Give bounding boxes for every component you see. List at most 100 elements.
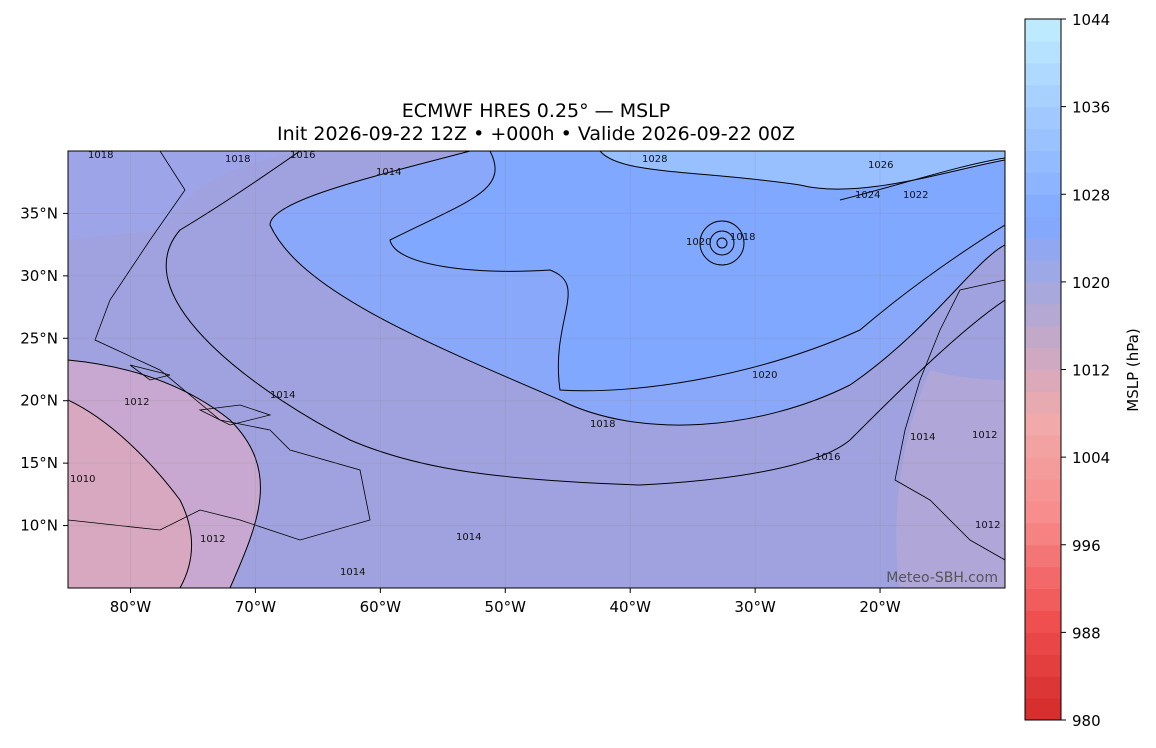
colorbar-band [1025,500,1061,524]
colorbar-tick-label: 1028 [1072,186,1110,204]
contour-label: 1012 [972,430,997,441]
colorbar-band [1025,522,1061,546]
y-tick-label: 10°N [20,517,58,535]
contour-label: 1014 [340,567,365,578]
contour-label: 1014 [910,432,935,443]
colorbar-band [1025,172,1061,195]
contour-label: 1020 [686,237,711,248]
x-tick-label: 50°W [485,598,527,616]
contour [716,237,728,249]
contour-label: 1016 [290,150,315,161]
contour-labels: 1018 1018 1016 1014 1028 1026 1024 1022 … [70,150,1000,578]
contour [269,151,1005,426]
colorbar-tick-label: 1044 [1072,11,1110,29]
colorbar-tick-label: 1004 [1072,449,1110,467]
watermark: Meteo-SBH.com [886,570,998,586]
colorbar-tick-label: 988 [1072,624,1101,642]
y-tick-label: 30°N [20,267,58,285]
colorbar-label: MSLP (hPa) [1124,328,1142,411]
colorbar-band [1025,303,1061,327]
contour-label: 1018 [590,419,615,430]
field-lower [68,400,192,588]
colorbar-band [1025,544,1061,568]
colorbar-band [1025,566,1061,590]
contour-label: 1014 [270,390,295,401]
colorbar-band [1025,654,1061,677]
contour-label: 1026 [868,160,893,171]
field-west [68,151,300,240]
colorbar-tick-label: 1036 [1072,99,1110,117]
contour [709,230,735,256]
colorbar-tick-label: 1020 [1072,274,1110,292]
colorbar-band [1025,413,1061,436]
contour [68,359,261,588]
colorbar-band [1025,216,1061,239]
contour-label: 1028 [642,154,667,165]
colorbar-band [1025,457,1061,480]
coastline [68,151,371,541]
contour [599,151,1005,190]
colorbar-band [1025,369,1061,392]
contour [699,220,745,266]
x-tick-label: 30°W [734,598,776,616]
colorbar-band [1025,62,1061,86]
colorbar-band [1025,435,1061,458]
contour [389,151,1005,392]
colorbar-band [1025,106,1061,130]
field-1020 [390,151,1005,391]
colorbar-band [1025,588,1061,611]
colorbar-band [1025,19,1061,42]
colorbar-tick-label: 1012 [1072,362,1110,380]
coastline [894,279,1005,561]
contour-label: 1018 [225,154,250,165]
x-tick-label: 60°W [360,598,402,616]
colorbar-band [1025,479,1061,502]
contour-label: 1012 [124,397,149,408]
colorbar-band [1025,347,1061,370]
colorbar-band [1025,238,1061,261]
contour-label: 1010 [70,474,95,485]
colorbar-tick-label: 996 [1072,537,1101,555]
contour [68,399,193,588]
contour-label: 1012 [975,520,1000,531]
y-tick-label: 20°N [20,392,58,410]
contour-label: 1014 [456,532,481,543]
colorbar-band [1025,610,1061,633]
colorbar-band [1025,40,1061,64]
field-africa [896,370,1005,588]
colorbar-band [1025,676,1061,699]
colorbar-band [1025,391,1061,414]
contour-label: 1014 [376,167,401,178]
colorbar-band [1025,259,1061,283]
y-tick-label: 25°N [20,329,58,347]
coastline [129,364,272,426]
colorbar-band [1025,194,1061,217]
field-1026 [600,151,1005,190]
y-tick-label: 35°N [20,204,58,222]
colorbar-band [1025,128,1061,151]
map-frame [67,150,1006,589]
contour-label: 1024 [855,190,880,201]
colorbar-band [1025,84,1061,108]
x-tick-label: 80°W [110,598,152,616]
contour-label: 1022 [903,190,928,201]
x-tick-label: 40°W [609,598,651,616]
colorbar-band [1025,150,1061,173]
title: ECMWF HRES 0.25° — MSLP [402,100,670,122]
contour-label: 1016 [815,452,840,463]
colorbar-tick-label: 980 [1072,712,1101,730]
map [68,151,1005,588]
subtitle: Init 2026-09-22 12Z • +000h • Valide 202… [277,123,795,145]
contour-label: 1018 [730,232,755,243]
contour [165,151,1005,486]
contour-label: 1020 [752,370,777,381]
x-tick-label: 20°W [859,598,901,616]
colorbar-band [1025,281,1061,305]
contour-label: 1018 [88,150,113,161]
contour [839,157,1005,201]
contour-label: 1012 [200,534,225,545]
colorbar-band [1025,632,1061,655]
x-tick-label: 70°W [235,598,277,616]
y-tick-label: 15°N [20,454,58,472]
